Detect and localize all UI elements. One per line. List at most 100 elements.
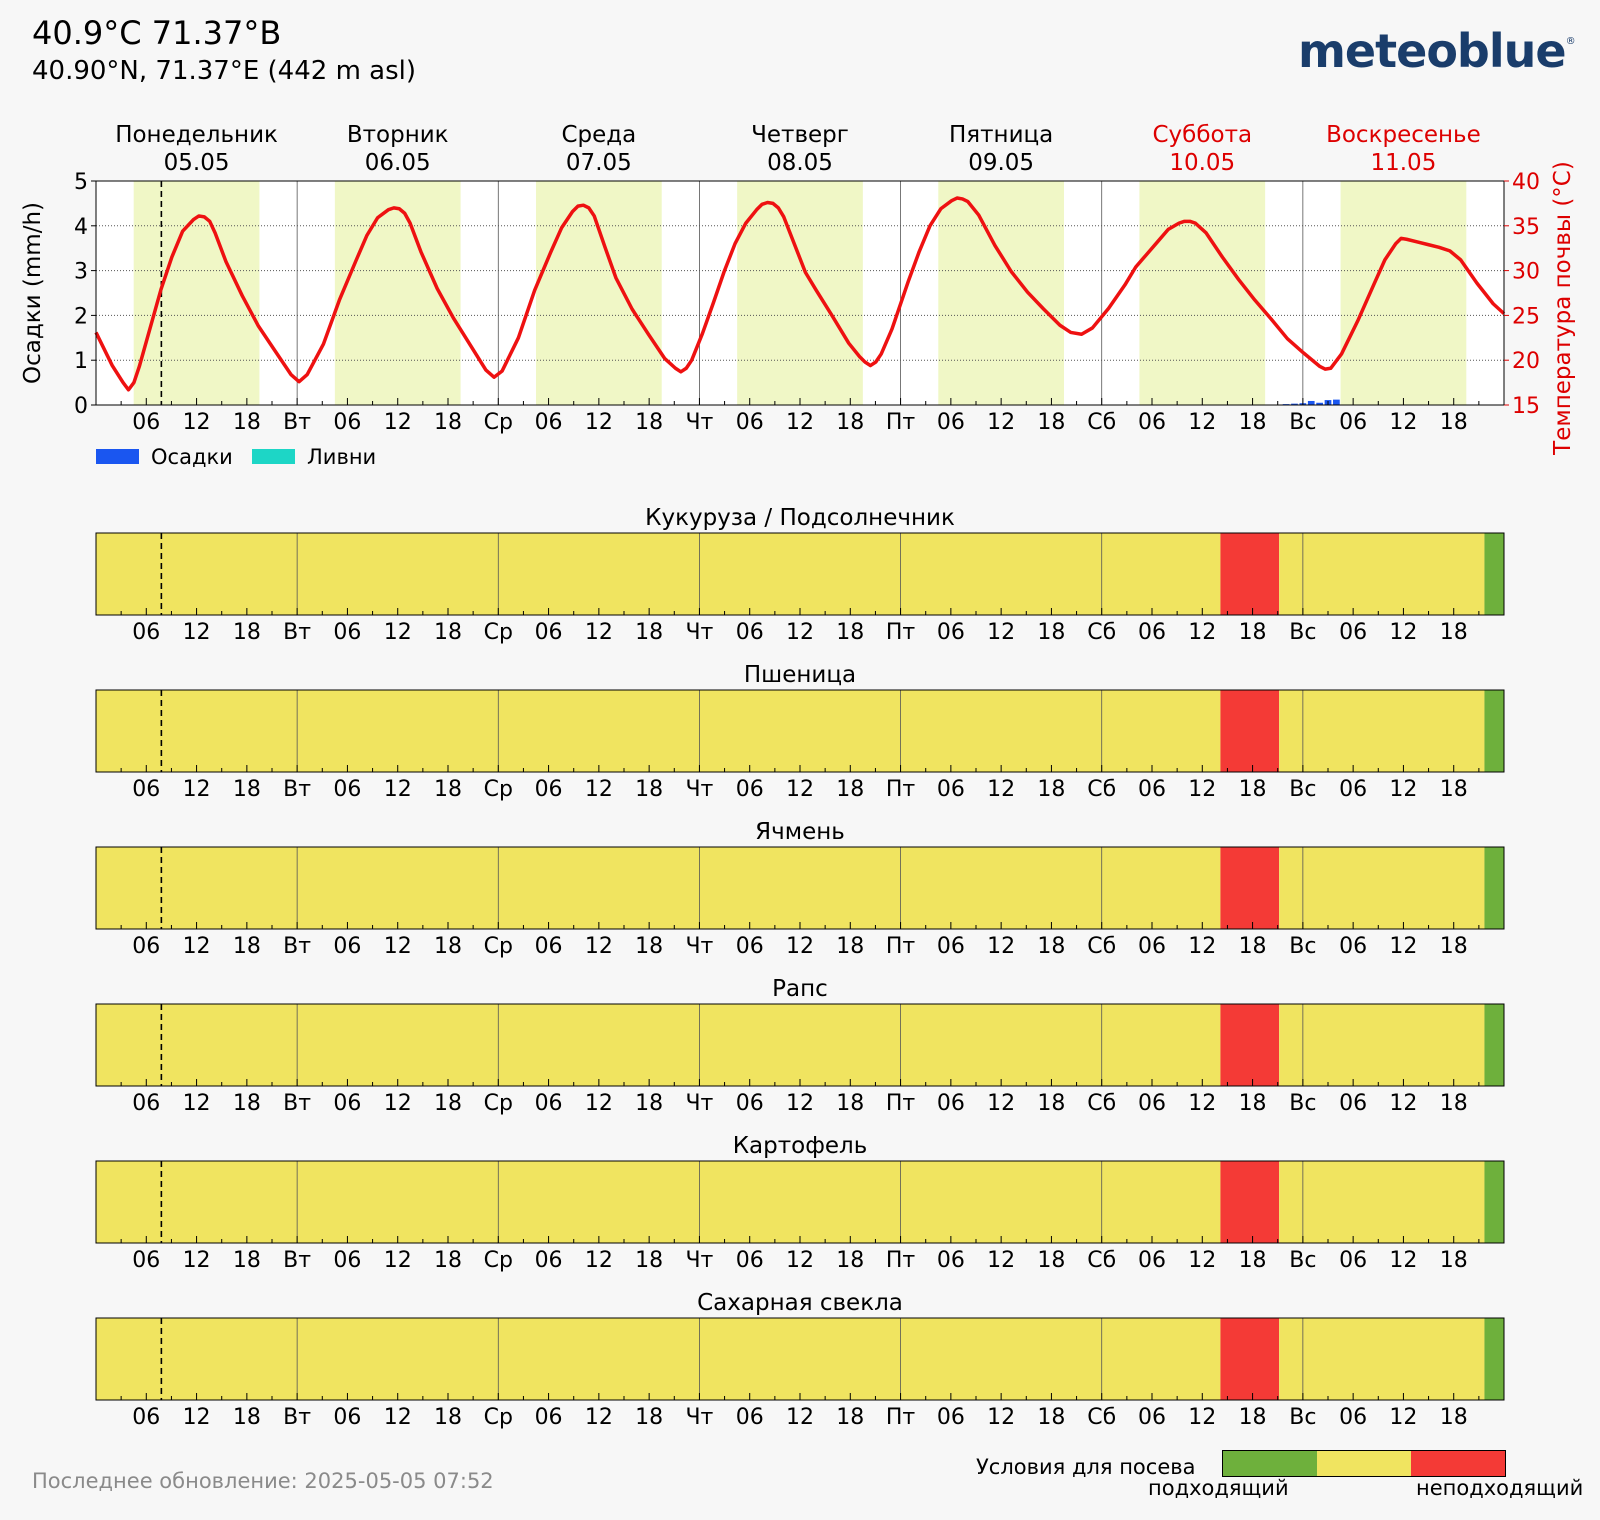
crop-x-hour-label: 12 — [183, 1405, 211, 1430]
crop-x-day-label: Ср — [484, 1248, 513, 1273]
crop-x-hour-label: 06 — [333, 777, 361, 802]
crop-x-hour-label: 06 — [132, 1405, 160, 1430]
crop-x-hour-label: 18 — [1037, 1405, 1065, 1430]
day-name: Суббота — [1152, 122, 1252, 148]
crop-x-hour-label: 06 — [1138, 1248, 1166, 1273]
crop-x-hour-label: 06 — [132, 620, 160, 645]
crop-x-hour-label: 18 — [1239, 934, 1267, 959]
chart-x-hour-label: 12 — [987, 410, 1015, 435]
crop-panel: Кукуруза / Подсолнечник — [95, 505, 1505, 616]
crop-x-hour-label: 18 — [434, 1248, 462, 1273]
crop-x-day-label: Сб — [1087, 620, 1116, 645]
location-coordinates: 40.90°N, 71.37°E (442 m asl) — [32, 56, 417, 86]
y-right-tick-label: 20 — [1512, 349, 1540, 374]
crop-condition-segment — [1279, 847, 1485, 929]
crop-condition-segment — [1484, 533, 1504, 615]
crop-x-hour-label: 06 — [333, 1405, 361, 1430]
crop-x-hour-label: 12 — [585, 934, 613, 959]
y-right-tick-label: 40 — [1512, 170, 1540, 195]
chart-x-day-label: Ср — [484, 410, 513, 435]
chart-x-day-label: Пт — [886, 410, 916, 435]
crop-condition-segment — [1279, 1318, 1485, 1400]
crop-x-day-label: Ср — [484, 1405, 513, 1430]
crop-x-hour-label: 06 — [1339, 1248, 1367, 1273]
crop-panel: Картофель — [95, 1133, 1505, 1244]
crop-x-hour-label: 06 — [937, 620, 965, 645]
crop-x-hour-label: 06 — [1339, 934, 1367, 959]
chart-x-hour-label: 06 — [535, 410, 563, 435]
day-date: 05.05 — [164, 150, 230, 176]
crop-condition-segment — [96, 1318, 1221, 1400]
crop-x-hour-label: 06 — [132, 1091, 160, 1116]
crop-x-hour-label: 12 — [384, 1091, 412, 1116]
y-right-tick-label: 35 — [1512, 215, 1540, 240]
crop-x-hour-label: 06 — [1138, 777, 1166, 802]
sowing-legend-label: Условия для посева — [976, 1455, 1196, 1479]
y-left-tick-label: 2 — [74, 304, 88, 329]
crop-x-hour-label: 18 — [1037, 934, 1065, 959]
crop-x-hour-label: 18 — [233, 777, 261, 802]
crop-x-day-label: Вт — [283, 1091, 311, 1116]
crop-x-day-label: Вс — [1289, 1405, 1316, 1430]
crop-x-hour-label: 18 — [434, 620, 462, 645]
meteoblue-logo[interactable]: meteoblue® — [1298, 24, 1576, 78]
crop-condition-segment — [1220, 1161, 1280, 1243]
crop-x-hour-label: 18 — [1440, 620, 1468, 645]
last-updated: Последнее обновление: 2025-05-05 07:52 — [32, 1469, 494, 1493]
crop-x-hour-label: 12 — [384, 777, 412, 802]
chart-x-hour-label: 18 — [434, 410, 462, 435]
day-name: Вторник — [347, 122, 449, 148]
crop-x-hour-label: 12 — [987, 1091, 1015, 1116]
crop-x-day-label: Сб — [1087, 1405, 1116, 1430]
crop-x-day-label: Чт — [685, 1248, 713, 1273]
crop-condition-segment — [1279, 690, 1485, 772]
crop-x-hour-label: 18 — [1239, 777, 1267, 802]
daylight-band — [1139, 181, 1266, 405]
day-name: Воскресенье — [1326, 122, 1481, 148]
crop-x-hour-label: 06 — [535, 1091, 563, 1116]
crop-x-hour-label: 06 — [1339, 1405, 1367, 1430]
legend-unsuitable-swatch — [1411, 1451, 1505, 1476]
crop-x-hour-label: 18 — [836, 934, 864, 959]
daylight-band — [1340, 181, 1467, 405]
daylight-band — [536, 181, 662, 405]
crop-x-hour-label: 18 — [1239, 1091, 1267, 1116]
crop-x-hour-label: 12 — [1188, 1405, 1216, 1430]
chart-x-hour-label: 12 — [786, 410, 814, 435]
crop-x-day-label: Пт — [886, 620, 916, 645]
precipitation-bar — [1291, 403, 1298, 405]
crop-x-hour-label: 18 — [836, 1091, 864, 1116]
location-title: 40.9°C 71.37°B — [32, 14, 282, 52]
chart-x-hour-label: 06 — [736, 410, 764, 435]
crop-x-day-label: Чт — [685, 934, 713, 959]
y-left-axis-label: Осадки (mm/h) — [20, 202, 46, 384]
crop-x-hour-label: 18 — [1440, 1091, 1468, 1116]
crop-x-hour-label: 18 — [836, 1248, 864, 1273]
crop-x-hour-label: 12 — [1389, 934, 1417, 959]
crop-x-hour-label: 12 — [987, 1248, 1015, 1273]
daylight-band — [938, 181, 1064, 405]
crop-x-day-label: Вт — [283, 1405, 311, 1430]
chart-x-hour-label: 18 — [635, 410, 663, 435]
crop-x-hour-label: 18 — [635, 1248, 663, 1273]
crop-x-hour-label: 12 — [786, 1405, 814, 1430]
crop-x-hour-label: 12 — [384, 1405, 412, 1430]
crop-x-hour-label: 18 — [1037, 620, 1065, 645]
legend-label: Ливни — [307, 445, 376, 469]
crop-condition-segment — [1484, 1318, 1504, 1400]
chart-x-hour-label: 06 — [333, 410, 361, 435]
crop-x-hour-label: 06 — [736, 1091, 764, 1116]
y-left-tick-label: 5 — [74, 170, 88, 195]
crop-x-hour-label: 12 — [183, 1248, 211, 1273]
crop-x-hour-label: 12 — [786, 777, 814, 802]
legend-swatch — [96, 449, 139, 464]
crop-condition-segment — [1484, 690, 1504, 772]
crop-x-hour-label: 18 — [233, 1405, 261, 1430]
chart-x-hour-label: 12 — [1188, 410, 1216, 435]
crop-x-hour-label: 06 — [535, 777, 563, 802]
y-right-tick-label: 30 — [1512, 260, 1540, 285]
crop-x-hour-label: 06 — [736, 1405, 764, 1430]
crop-x-hour-label: 06 — [1138, 934, 1166, 959]
crop-x-hour-label: 18 — [635, 777, 663, 802]
crop-x-hour-label: 06 — [736, 934, 764, 959]
